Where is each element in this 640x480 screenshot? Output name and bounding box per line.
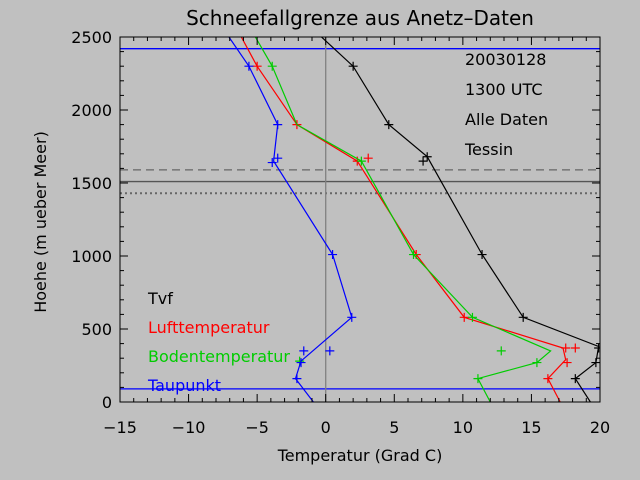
legend: Tvf Lufttemperatur Bodentemperatur Taupunkt: [147, 289, 290, 395]
x-tick-label-2: −5: [245, 418, 269, 437]
axis-ticks: −15 −10 −5 0 5 10 15 20 0 500 1000 1500 2000 2500: [71, 28, 610, 437]
marker-taupunkt-1: [273, 120, 283, 130]
marker-bodentemperatur-1: [356, 156, 366, 166]
x-tick-label-1: −10: [172, 418, 206, 437]
legend-item-tvf: Tvf: [147, 289, 173, 308]
marker-bodentemperatur-2: [408, 250, 418, 260]
info-box: 20030128 1300 UTC Alle Daten Tessin: [464, 50, 548, 159]
marker-taupunkt-2: [267, 158, 277, 168]
marker-bodentemperatur-5: [532, 358, 542, 368]
marker-tvf-7: [591, 358, 600, 368]
x-tick-label-7: 20: [590, 418, 610, 437]
y-tick-label-3: 1500: [71, 174, 112, 193]
plot-frame: [119, 36, 601, 403]
marker-tvf-2: [422, 152, 432, 162]
marker-lufttemperatur-3: [363, 153, 373, 163]
marker-taupunkt-9: [292, 374, 302, 384]
marker-bodentemperatur-3: [467, 312, 477, 322]
marker-lufttemperatur-6: [561, 343, 571, 353]
x-tick-label-3: 0: [321, 418, 331, 437]
y-axis-label: Hoehe (m ueber Meer): [31, 131, 50, 313]
series-line-bodentemperatur: [254, 37, 552, 402]
x-tick-label-6: 15: [521, 418, 541, 437]
marker-lufttemperatur-7: [570, 343, 580, 353]
legend-item-lufttemperatur: Lufttemperatur: [148, 318, 270, 337]
marker-taupunkt-3: [273, 153, 283, 163]
reference-lines: [120, 37, 600, 402]
info-line-2: Alle Daten: [465, 110, 548, 129]
marker-bodentemperatur-6: [473, 374, 483, 384]
y-tick-label-5: 2500: [71, 28, 112, 47]
info-line-1: 1300 UTC: [465, 80, 543, 99]
marker-taupunkt-5: [347, 312, 357, 322]
y-tick-label-2: 1000: [71, 247, 112, 266]
marker-taupunkt-8: [296, 358, 306, 368]
marker-lufttemperatur-5: [459, 312, 469, 322]
marker-taupunkt-6: [299, 346, 309, 356]
series-group: [228, 37, 600, 402]
series-line-tvf: [320, 37, 600, 402]
marker-bodentemperatur-4: [496, 346, 506, 356]
y-tick-label-1: 500: [81, 320, 112, 339]
legend-item-bodentemperatur: Bodentemperatur: [148, 347, 290, 366]
info-line-0: 20030128: [465, 50, 546, 69]
marker-tvf-6: [594, 343, 600, 353]
marker-tvf-1: [384, 120, 394, 130]
marker-lufttemperatur-8: [562, 358, 572, 368]
series-line-lufttemperatur: [240, 37, 567, 402]
legend-item-taupunkt: Taupunkt: [147, 376, 221, 395]
info-line-3: Tessin: [464, 140, 513, 159]
marker-tvf-5: [518, 312, 528, 322]
marker-tvf-8: [570, 374, 580, 384]
x-axis-label: Temperatur (Grad C): [277, 446, 443, 465]
marker-taupunkt-4: [328, 250, 338, 260]
marker-tvf-0: [348, 61, 358, 71]
marker-tvf-4: [477, 250, 487, 260]
y-tick-label-4: 2000: [71, 101, 112, 120]
marker-taupunkt-7: [325, 346, 335, 356]
y-tick-label-0: 0: [102, 393, 112, 412]
marker-lufttemperatur-9: [543, 374, 553, 384]
series-line-taupunkt: [228, 37, 353, 402]
chart-title: Schneefallgrenze aus Anetz–Daten: [186, 6, 534, 30]
marker-tvf-3: [418, 156, 428, 166]
x-tick-label-4: 5: [389, 418, 399, 437]
x-tick-label-5: 10: [453, 418, 473, 437]
x-tick-label-0: −15: [103, 418, 137, 437]
marker-bodentemperatur-0: [267, 61, 277, 71]
marker-lufttemperatur-0: [252, 61, 262, 71]
marker-taupunkt-0: [244, 61, 254, 71]
